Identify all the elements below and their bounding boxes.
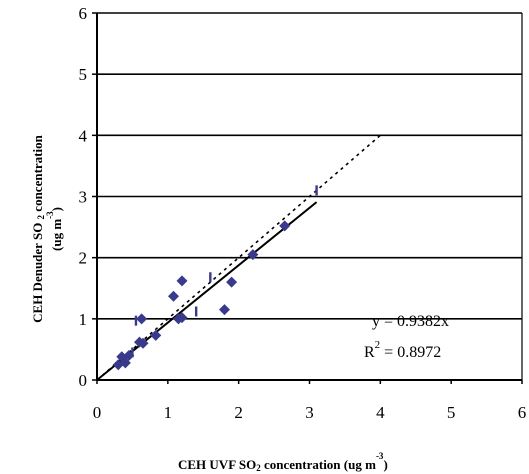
x-tick-label-0: 0 [93,403,102,422]
x-axis-title: CEH UVF SO2 concentration (ug m-3) [178,451,388,473]
data-point-diamond-10 [176,312,188,324]
fit-equation: y = 0.9382x [372,313,449,330]
r-squared-superscript: 2 [375,339,381,351]
x-tick-label-2: 2 [234,403,243,422]
x-tick-label-1: 1 [164,403,173,422]
x-tick-label-5: 5 [447,403,456,422]
y-tick-label-4: 4 [79,126,88,145]
data-point-dash-3 [209,272,212,283]
data-point-diamond-15 [279,220,291,232]
y-axis-title: CEH Denuder SO 2 concentration (ug m-3) [30,134,64,322]
y-axis-title-line2: (ug m-3) [45,207,64,251]
y-axis-title-close: ) [49,207,64,211]
y-axis-title-sub: 2 [36,214,46,219]
y-tick-label-6: 6 [79,4,88,23]
x-tick-label-3: 3 [305,403,314,422]
x-axis-title-close: ) [383,457,387,472]
y-axis-title-sup: -3 [45,211,55,219]
x-axis-title-main: CEH UVF SO [178,457,256,472]
data-point-diamond-14 [247,249,259,261]
r-squared-value: = 0.8972 [380,344,441,361]
data-point-dash-4 [315,185,318,196]
data-point-diamond-5 [137,337,149,349]
data-point-diamond-6 [136,313,148,325]
x-tick-label-4: 4 [376,403,385,422]
y-axis-title-line1: CEH Denuder SO 2 concentration [30,134,46,322]
axes [92,12,523,384]
y-tick-label-0: 0 [79,371,88,390]
y-axis-title-main: CEH Denuder SO [30,219,45,322]
y-tick-label-1: 1 [79,310,88,329]
x-axis-title-sub: 2 [256,463,261,473]
data-markers [112,185,318,371]
data-point-dash-0 [131,347,134,358]
x-axis-title-tail: concentration (ug m [261,457,376,472]
x-tick-label-6: 6 [518,403,527,422]
data-point-dash-1 [134,315,138,326]
y-tick-label-3: 3 [79,188,88,207]
data-point-diamond-8 [168,290,179,302]
r-squared-label: R2 = 0.8972 [364,339,441,361]
data-point-diamond-7 [150,329,162,341]
y-tick-label-2: 2 [79,249,88,268]
y-axis-title-units: (ug m [49,219,64,251]
y-axis-title-tail: concentration [30,134,45,215]
data-point-dash-2 [194,306,198,317]
data-point-diamond-11 [176,275,188,287]
y-tick-label-5: 5 [79,65,88,84]
r-squared-prefix: R [364,344,375,361]
data-point-diamond-12 [219,304,230,316]
x-axis-title-sup: -3 [376,451,384,461]
tick-labels: 0 1 2 3 4 5 6 0 1 2 3 4 5 6 [79,4,527,422]
data-point-diamond-13 [226,276,238,288]
